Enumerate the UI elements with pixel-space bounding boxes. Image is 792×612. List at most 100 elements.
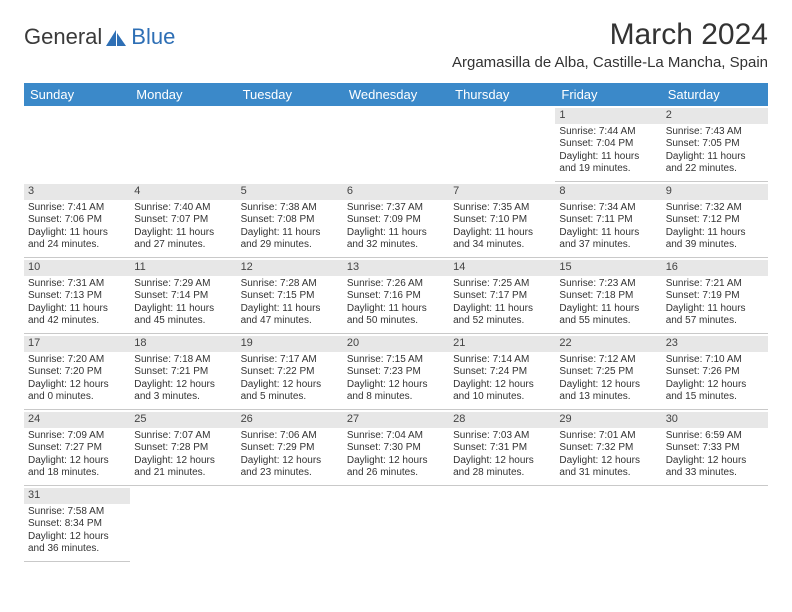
brand-part1: General <box>24 24 102 50</box>
day-header: Thursday <box>449 83 555 106</box>
sunrise-line: Sunrise: 7:40 AM <box>134 202 232 215</box>
sunset-line: Sunset: 7:28 PM <box>134 442 232 455</box>
day-details: Sunrise: 7:10 AMSunset: 7:26 PMDaylight:… <box>666 354 764 404</box>
calendar-cell: 18Sunrise: 7:18 AMSunset: 7:21 PMDayligh… <box>130 334 236 410</box>
daylight-line: Daylight: 12 hours and 33 minutes. <box>666 455 764 480</box>
calendar-cell: 25 Sunrise: 7:07 AMSunset: 7:28 PMDayligh… <box>130 410 236 486</box>
daylight-line: Daylight: 12 hours and 23 minutes. <box>241 455 339 480</box>
sunrise-line: Sunrise: 7:26 AM <box>347 278 445 291</box>
sunrise-line: Sunrise: 7:32 AM <box>666 202 764 215</box>
day-number: 8 <box>555 184 661 200</box>
page-header: GeneralBlue March 2024 Argamasilla de Al… <box>24 18 768 77</box>
calendar-head: SundayMondayTuesdayWednesdayThursdayFrid… <box>24 83 768 106</box>
sunrise-line: Sunrise: 7:34 AM <box>559 202 657 215</box>
sunset-line: Sunset: 7:05 PM <box>666 138 764 151</box>
calendar-cell <box>130 486 236 562</box>
sunrise-line: Sunrise: 7:38 AM <box>241 202 339 215</box>
day-details: Sunrise: 7:01 AMSunset: 7:32 PMDaylight:… <box>559 430 657 480</box>
sunset-line: Sunset: 7:25 PM <box>559 366 657 379</box>
calendar-cell: 24Sunrise: 7:09 AMSunset: 7:27 PMDayligh… <box>24 410 130 486</box>
calendar-cell: 4 Sunrise: 7:40 AMSunset: 7:07 PMDaylight… <box>130 182 236 258</box>
calendar-cell: 12Sunrise: 7:28 AMSunset: 7:15 PMDayligh… <box>237 258 343 334</box>
calendar-cell: 13 Sunrise: 7:26 AMSunset: 7:16 PMDayligh… <box>343 258 449 334</box>
calendar-cell <box>24 106 130 182</box>
day-number: 24 <box>24 412 130 428</box>
sunset-line: Sunset: 7:19 PM <box>666 290 764 303</box>
day-number: 23 <box>662 336 768 352</box>
sunset-line: Sunset: 7:11 PM <box>559 214 657 227</box>
calendar-table: SundayMondayTuesdayWednesdayThursdayFrid… <box>24 83 768 562</box>
day-number: 17 <box>24 336 130 352</box>
sunset-line: Sunset: 7:08 PM <box>241 214 339 227</box>
day-number: 9 <box>662 184 768 200</box>
calendar-cell <box>662 486 768 562</box>
calendar-cell: 31Sunrise: 7:58 AMSunset: 8:34 PMDayligh… <box>24 486 130 562</box>
sunset-line: Sunset: 7:27 PM <box>28 442 126 455</box>
daylight-line: Daylight: 11 hours and 45 minutes. <box>134 303 232 328</box>
daylight-line: Daylight: 12 hours and 13 minutes. <box>559 379 657 404</box>
day-number: 29 <box>555 412 661 428</box>
day-details: Sunrise: 7:43 AMSunset: 7:05 PMDaylight:… <box>666 126 764 176</box>
daylight-line: Daylight: 11 hours and 24 minutes. <box>28 227 126 252</box>
day-number: 4 <box>130 184 236 200</box>
sunrise-line: Sunrise: 7:58 AM <box>28 506 126 519</box>
calendar-cell: 17Sunrise: 7:20 AMSunset: 7:20 PMDayligh… <box>24 334 130 410</box>
day-details: Sunrise: 7:07 AMSunset: 7:28 PMDaylight:… <box>134 430 232 480</box>
day-details: Sunrise: 7:38 AMSunset: 7:08 PMDaylight:… <box>241 202 339 252</box>
calendar-cell: 6Sunrise: 7:37 AMSunset: 7:09 PMDaylight… <box>343 182 449 258</box>
day-details: Sunrise: 7:26 AMSunset: 7:16 PMDaylight:… <box>347 278 445 328</box>
calendar-cell: 10Sunrise: 7:31 AMSunset: 7:13 PMDayligh… <box>24 258 130 334</box>
sunset-line: Sunset: 7:13 PM <box>28 290 126 303</box>
daylight-line: Daylight: 11 hours and 50 minutes. <box>347 303 445 328</box>
day-number: 6 <box>343 184 449 200</box>
day-details: Sunrise: 7:28 AMSunset: 7:15 PMDaylight:… <box>241 278 339 328</box>
day-details: Sunrise: 7:25 AMSunset: 7:17 PMDaylight:… <box>453 278 551 328</box>
daylight-line: Daylight: 12 hours and 10 minutes. <box>453 379 551 404</box>
day-number: 13 <box>343 260 449 276</box>
daylight-line: Daylight: 12 hours and 36 minutes. <box>28 531 126 556</box>
day-details: Sunrise: 7:21 AMSunset: 7:19 PMDaylight:… <box>666 278 764 328</box>
daylight-line: Daylight: 11 hours and 27 minutes. <box>134 227 232 252</box>
sunrise-line: Sunrise: 7:04 AM <box>347 430 445 443</box>
day-number: 20 <box>343 336 449 352</box>
sunset-line: Sunset: 7:07 PM <box>134 214 232 227</box>
sunrise-line: Sunrise: 7:29 AM <box>134 278 232 291</box>
sunset-line: Sunset: 7:12 PM <box>666 214 764 227</box>
calendar-cell: 11Sunrise: 7:29 AMSunset: 7:14 PMDayligh… <box>130 258 236 334</box>
sunset-line: Sunset: 7:33 PM <box>666 442 764 455</box>
brand-logo: General Blue <box>24 24 175 50</box>
sunrise-line: Sunrise: 7:31 AM <box>28 278 126 291</box>
day-number: 18 <box>130 336 236 352</box>
day-header: Monday <box>130 83 236 106</box>
calendar-cell: 27Sunrise: 7:04 AMSunset: 7:30 PMDayligh… <box>343 410 449 486</box>
day-number: 14 <box>449 260 555 276</box>
calendar-cell: 20 Sunrise: 7:15 AMSunset: 7:23 PMDayligh… <box>343 334 449 410</box>
sunrise-line: Sunrise: 7:21 AM <box>666 278 764 291</box>
calendar-cell <box>343 106 449 182</box>
day-number: 22 <box>555 336 661 352</box>
sunset-line: Sunset: 8:34 PM <box>28 518 126 531</box>
sunrise-line: Sunrise: 6:59 AM <box>666 430 764 443</box>
calendar-cell: 2Sunrise: 7:43 AMSunset: 7:05 PMDaylight… <box>662 106 768 182</box>
calendar-cell <box>237 106 343 182</box>
calendar-cell <box>449 106 555 182</box>
day-number: 26 <box>237 412 343 428</box>
daylight-line: Daylight: 12 hours and 26 minutes. <box>347 455 445 480</box>
daylight-line: Daylight: 12 hours and 15 minutes. <box>666 379 764 404</box>
day-number: 25 <box>130 412 236 428</box>
day-header: Friday <box>555 83 661 106</box>
day-header: Sunday <box>24 83 130 106</box>
day-details: Sunrise: 7:15 AMSunset: 7:23 PMDaylight:… <box>347 354 445 404</box>
sunset-line: Sunset: 7:10 PM <box>453 214 551 227</box>
calendar-cell: 30 Sunrise: 6:59 AMSunset: 7:33 PMDayligh… <box>662 410 768 486</box>
day-details: Sunrise: 7:44 AMSunset: 7:04 PMDaylight:… <box>559 126 657 176</box>
day-header: Wednesday <box>343 83 449 106</box>
day-header-row: SundayMondayTuesdayWednesdayThursdayFrid… <box>24 83 768 106</box>
brand-part2: Blue <box>131 24 175 50</box>
day-number: 30 <box>662 412 768 428</box>
sunrise-line: Sunrise: 7:44 AM <box>559 126 657 139</box>
calendar-cell: 21Sunrise: 7:14 AMSunset: 7:24 PMDayligh… <box>449 334 555 410</box>
sunset-line: Sunset: 7:14 PM <box>134 290 232 303</box>
sunrise-line: Sunrise: 7:35 AM <box>453 202 551 215</box>
calendar-cell <box>237 486 343 562</box>
